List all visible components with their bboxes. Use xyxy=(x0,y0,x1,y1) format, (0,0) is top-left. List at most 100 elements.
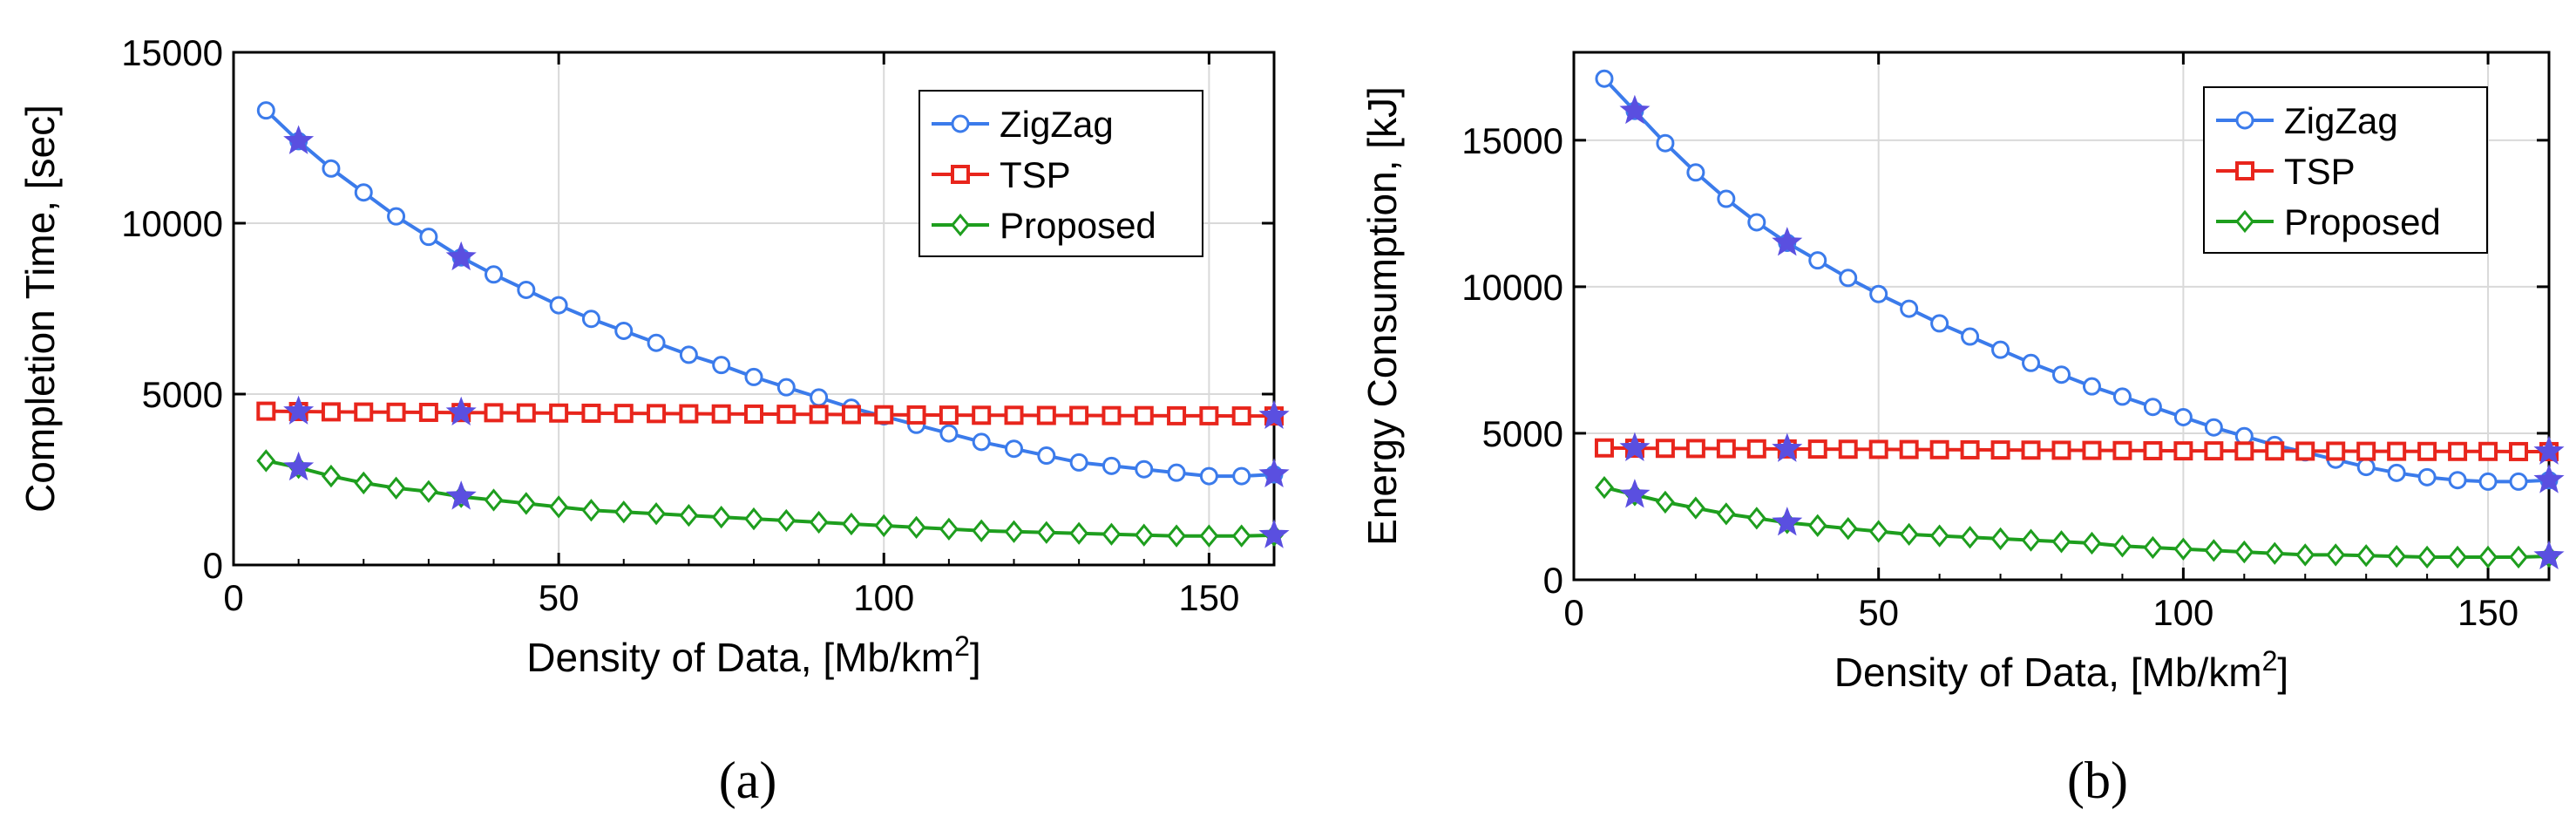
data-point xyxy=(1069,521,1089,545)
data-point xyxy=(776,508,797,533)
y-axis-title: Energy Consumption, [kJ] xyxy=(1359,86,1405,546)
legend-marker xyxy=(951,114,970,133)
data-point xyxy=(485,265,503,284)
data-point xyxy=(549,403,569,423)
data-point xyxy=(1685,439,1705,459)
data-point xyxy=(2356,441,2376,461)
data-point xyxy=(386,402,406,422)
data-point xyxy=(841,512,861,536)
data-point xyxy=(2356,458,2376,477)
data-point xyxy=(1990,527,2010,551)
data-point xyxy=(1900,299,1919,318)
data-point xyxy=(2173,537,2193,561)
data-point xyxy=(810,388,829,407)
series-tsp xyxy=(256,395,1290,429)
data-point xyxy=(2143,398,2162,417)
data-point xyxy=(2082,531,2102,555)
data-point xyxy=(1004,520,1024,543)
data-point xyxy=(1037,446,1056,466)
data-point xyxy=(1807,514,1827,537)
y-tick-label: 5000 xyxy=(1482,413,1563,454)
x-axis-title: Density of Data, [Mb/km2] xyxy=(1834,645,2288,695)
x-tick-label: 50 xyxy=(539,577,580,618)
data-point xyxy=(809,510,829,534)
legend-label: Proposed xyxy=(2284,201,2441,242)
legend-label: Proposed xyxy=(1000,205,1156,246)
data-point xyxy=(1838,517,1858,541)
data-point xyxy=(809,405,829,425)
x-axis-title-text: Density of Data, [Mb/km xyxy=(1834,650,2262,695)
data-point xyxy=(614,321,634,340)
data-point xyxy=(321,464,341,488)
data-point xyxy=(1655,490,1675,514)
highlight-star xyxy=(1772,507,1803,536)
highlight-star xyxy=(445,396,477,426)
x-axis-title-end: ] xyxy=(2277,650,2288,695)
data-point xyxy=(744,367,763,386)
x-axis-title-superscript: 2 xyxy=(2262,645,2278,677)
data-point xyxy=(1839,269,1858,288)
data-point xyxy=(1231,406,1251,426)
y-tick-label: 10000 xyxy=(1461,267,1563,308)
highlight-star xyxy=(1619,432,1651,461)
data-point xyxy=(1595,69,1614,88)
data-point xyxy=(1807,439,1827,459)
x-tick-label: 50 xyxy=(1858,592,1899,633)
data-point xyxy=(354,402,374,422)
highlight-star xyxy=(1258,399,1290,429)
data-point xyxy=(711,404,731,424)
data-point xyxy=(711,505,731,529)
data-point xyxy=(256,401,276,421)
data-point xyxy=(1231,524,1251,548)
legend-item-proposed: Proposed xyxy=(932,205,1156,246)
series-proposed xyxy=(256,449,1290,548)
data-point xyxy=(1036,521,1056,544)
data-point xyxy=(1930,314,1949,333)
legend-marker xyxy=(951,165,970,184)
data-point xyxy=(2021,440,2041,460)
data-point xyxy=(2021,528,2041,552)
data-point xyxy=(2509,472,2528,491)
data-point xyxy=(939,424,959,443)
data-point xyxy=(2022,353,2041,372)
data-point xyxy=(1199,466,1218,486)
data-point xyxy=(2478,441,2498,461)
highlight-star xyxy=(1258,519,1290,548)
highlight-star xyxy=(283,451,315,481)
legend-label: TSP xyxy=(2284,151,2356,192)
data-point xyxy=(744,404,763,424)
legend-marker xyxy=(2235,111,2254,130)
data-point xyxy=(322,159,341,178)
data-point xyxy=(1595,475,1614,500)
panel-caption: (b) xyxy=(2067,752,2128,809)
data-point xyxy=(1069,405,1089,425)
data-point xyxy=(939,517,959,541)
x-axis-title-superscript: 2 xyxy=(954,630,970,662)
y-axis-title: Completion Time, [sec] xyxy=(17,105,63,513)
highlight-star xyxy=(2533,464,2565,493)
series-zigzag xyxy=(1595,69,2565,493)
data-point xyxy=(2295,543,2315,567)
data-point xyxy=(549,495,569,519)
data-point xyxy=(1960,439,1980,459)
data-point xyxy=(2448,545,2468,569)
legend-marker xyxy=(951,213,970,237)
data-point xyxy=(2478,545,2498,569)
data-point xyxy=(2509,441,2529,461)
y-tick-label: 0 xyxy=(1543,560,1563,601)
data-point xyxy=(2448,471,2467,490)
data-point xyxy=(2326,543,2346,567)
x-axis-title-end: ] xyxy=(970,635,981,680)
highlight-star xyxy=(2533,540,2565,570)
data-point xyxy=(1656,133,1675,153)
data-point xyxy=(2478,472,2498,491)
data-point xyxy=(1686,163,1705,182)
legend-item-tsp: TSP xyxy=(2216,151,2356,192)
legend-item-tsp: TSP xyxy=(932,154,1071,195)
highlight-star xyxy=(1619,94,1651,125)
data-point xyxy=(1102,405,1122,425)
data-point xyxy=(516,403,536,423)
data-point xyxy=(679,504,699,527)
data-point xyxy=(2112,534,2132,558)
